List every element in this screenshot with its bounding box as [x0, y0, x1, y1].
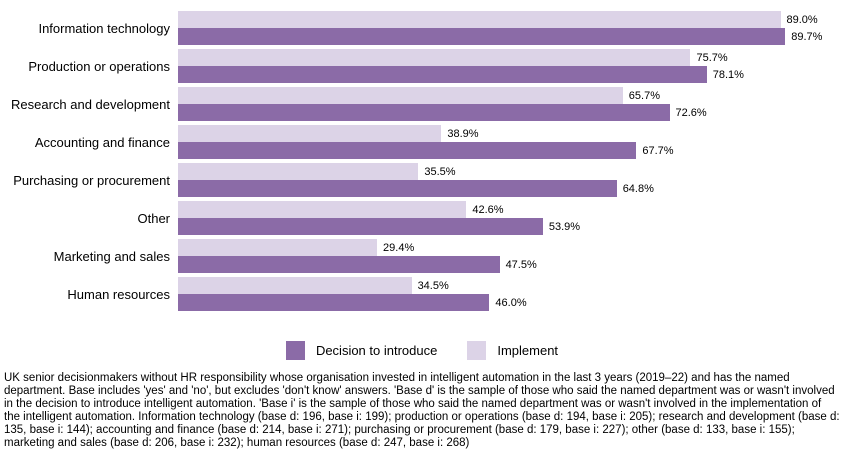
category-label: Marketing and sales	[53, 248, 170, 264]
legend-item-implement: Implement	[467, 340, 559, 360]
bar-line: 38.9%	[178, 125, 844, 142]
bar-pair: 65.7% 72.6%	[178, 87, 844, 121]
bar-decision-to-introduce	[178, 218, 543, 235]
bar-value-label: 89.7%	[791, 30, 823, 43]
bar-line: 34.5%	[178, 277, 844, 294]
bar-value-label: 78.1%	[712, 68, 744, 81]
bar-pair: 42.6% 53.9%	[178, 201, 844, 235]
legend-item-decision: Decision to introduce	[285, 340, 438, 360]
bar-implement	[178, 163, 419, 180]
chart-plot-area: Information technology 89.0% 89.7% Producti…	[0, 9, 844, 313]
bar-implement	[178, 87, 623, 104]
bar-line: 64.8%	[178, 180, 844, 197]
category-label: Production or operations	[28, 58, 170, 74]
bar-line: 53.9%	[178, 218, 844, 235]
bar-pair: 38.9% 67.7%	[178, 125, 844, 159]
bar-line: 47.5%	[178, 256, 844, 273]
bar-value-label: 34.5%	[417, 279, 449, 292]
bar-pair: 34.5% 46.0%	[178, 277, 844, 311]
bar-line: 42.6%	[178, 201, 844, 218]
bar-decision-to-introduce	[178, 28, 786, 45]
chart-row: Human resources 34.5% 46.0%	[0, 275, 844, 313]
bar-value-label: 64.8%	[622, 182, 654, 195]
chart-row: Accounting and finance 38.9% 67.7%	[0, 123, 844, 161]
legend-label-implement: Implement	[497, 342, 559, 358]
chart-row: Research and development 65.7% 72.6%	[0, 85, 844, 123]
bar-value-label: 29.4%	[383, 241, 415, 254]
bar-implement	[178, 277, 412, 294]
legend-swatch-implement	[467, 340, 487, 360]
bar-decision-to-introduce	[178, 180, 617, 197]
bar-implement	[178, 125, 442, 142]
bar-value-label: 42.6%	[472, 203, 504, 216]
bar-line: 35.5%	[178, 163, 844, 180]
legend-swatch-decision-to-introduce	[285, 340, 305, 360]
bar-line: 46.0%	[178, 294, 844, 311]
bar-value-label: 38.9%	[447, 127, 479, 140]
chart-row: Production or operations 75.7% 78.1%	[0, 47, 844, 85]
bar-value-label: 47.5%	[505, 258, 537, 271]
bar-pair: 29.4% 47.5%	[178, 239, 844, 273]
bar-value-label: 89.0%	[786, 13, 818, 26]
bar-line: 89.7%	[178, 28, 844, 45]
chart-row: Marketing and sales 29.4% 47.5%	[0, 237, 844, 275]
bar-pair: 35.5% 64.8%	[178, 163, 844, 197]
chart-row: Other 42.6% 53.9%	[0, 199, 844, 237]
chart-row: Information technology 89.0% 89.7%	[0, 9, 844, 47]
bar-decision-to-introduce	[178, 142, 637, 159]
bar-value-label: 72.6%	[675, 106, 707, 119]
bar-implement	[178, 49, 691, 66]
category-label: Other	[137, 210, 170, 226]
bar-pair: 75.7% 78.1%	[178, 49, 844, 83]
chart-legend: Decision to introduce Implement	[0, 340, 844, 360]
category-label: Research and development	[11, 96, 170, 112]
category-label: Human resources	[67, 286, 170, 302]
bar-decision-to-introduce	[178, 104, 670, 121]
legend-label-decision-to-introduce: Decision to introduce	[315, 342, 438, 358]
bar-line: 67.7%	[178, 142, 844, 159]
bar-decision-to-introduce	[178, 256, 500, 273]
bar-line: 75.7%	[178, 49, 844, 66]
bar-decision-to-introduce	[178, 66, 707, 83]
bar-line: 65.7%	[178, 87, 844, 104]
category-label: Purchasing or procurement	[13, 172, 170, 188]
chart-row: Purchasing or procurement 35.5% 64.8%	[0, 161, 844, 199]
chart-footnote: UK senior decisionmakers without HR resp…	[4, 372, 840, 450]
category-label: Information technology	[38, 20, 170, 36]
bar-line: 78.1%	[178, 66, 844, 83]
bar-value-label: 35.5%	[424, 165, 456, 178]
bar-line: 72.6%	[178, 104, 844, 121]
bar-implement	[178, 239, 378, 256]
bar-line: 29.4%	[178, 239, 844, 256]
bar-pair: 89.0% 89.7%	[178, 11, 844, 45]
bar-value-label: 46.0%	[495, 296, 527, 309]
bar-line: 89.0%	[178, 11, 844, 28]
bar-implement	[178, 11, 781, 28]
bar-value-label: 65.7%	[628, 89, 660, 102]
bar-value-label: 67.7%	[642, 144, 674, 157]
bar-value-label: 53.9%	[548, 220, 581, 233]
bar-value-label: 75.7%	[696, 51, 728, 64]
bar-decision-to-introduce	[178, 294, 490, 311]
bar-implement	[178, 201, 467, 218]
category-label: Accounting and finance	[34, 134, 170, 150]
